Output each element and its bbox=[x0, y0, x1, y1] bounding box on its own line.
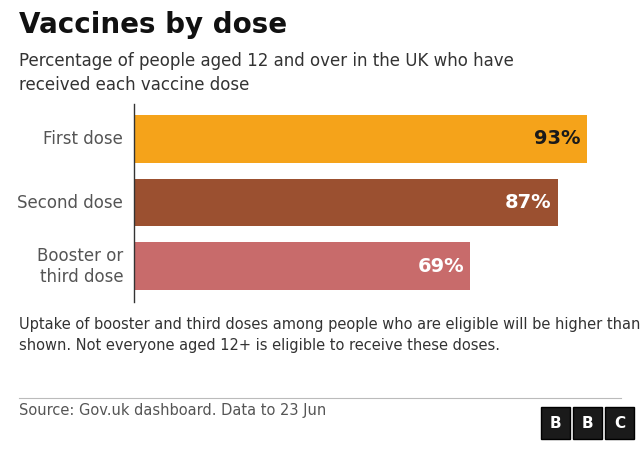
Text: 87%: 87% bbox=[505, 193, 552, 212]
Text: 69%: 69% bbox=[417, 257, 464, 276]
Text: Percentage of people aged 12 and over in the UK who have
received each vaccine d: Percentage of people aged 12 and over in… bbox=[19, 52, 514, 94]
Text: Source: Gov.uk dashboard. Data to 23 Jun: Source: Gov.uk dashboard. Data to 23 Jun bbox=[19, 403, 326, 418]
Text: C: C bbox=[614, 415, 625, 431]
Text: B: B bbox=[582, 415, 593, 431]
Text: B: B bbox=[550, 415, 561, 431]
Bar bbox=[134, 179, 557, 226]
Text: Vaccines by dose: Vaccines by dose bbox=[19, 11, 287, 39]
Bar bbox=[134, 115, 587, 162]
Text: Uptake of booster and third doses among people who are eligible will be higher t: Uptake of booster and third doses among … bbox=[19, 317, 640, 353]
Text: 93%: 93% bbox=[534, 129, 581, 148]
Bar bbox=[134, 243, 470, 290]
